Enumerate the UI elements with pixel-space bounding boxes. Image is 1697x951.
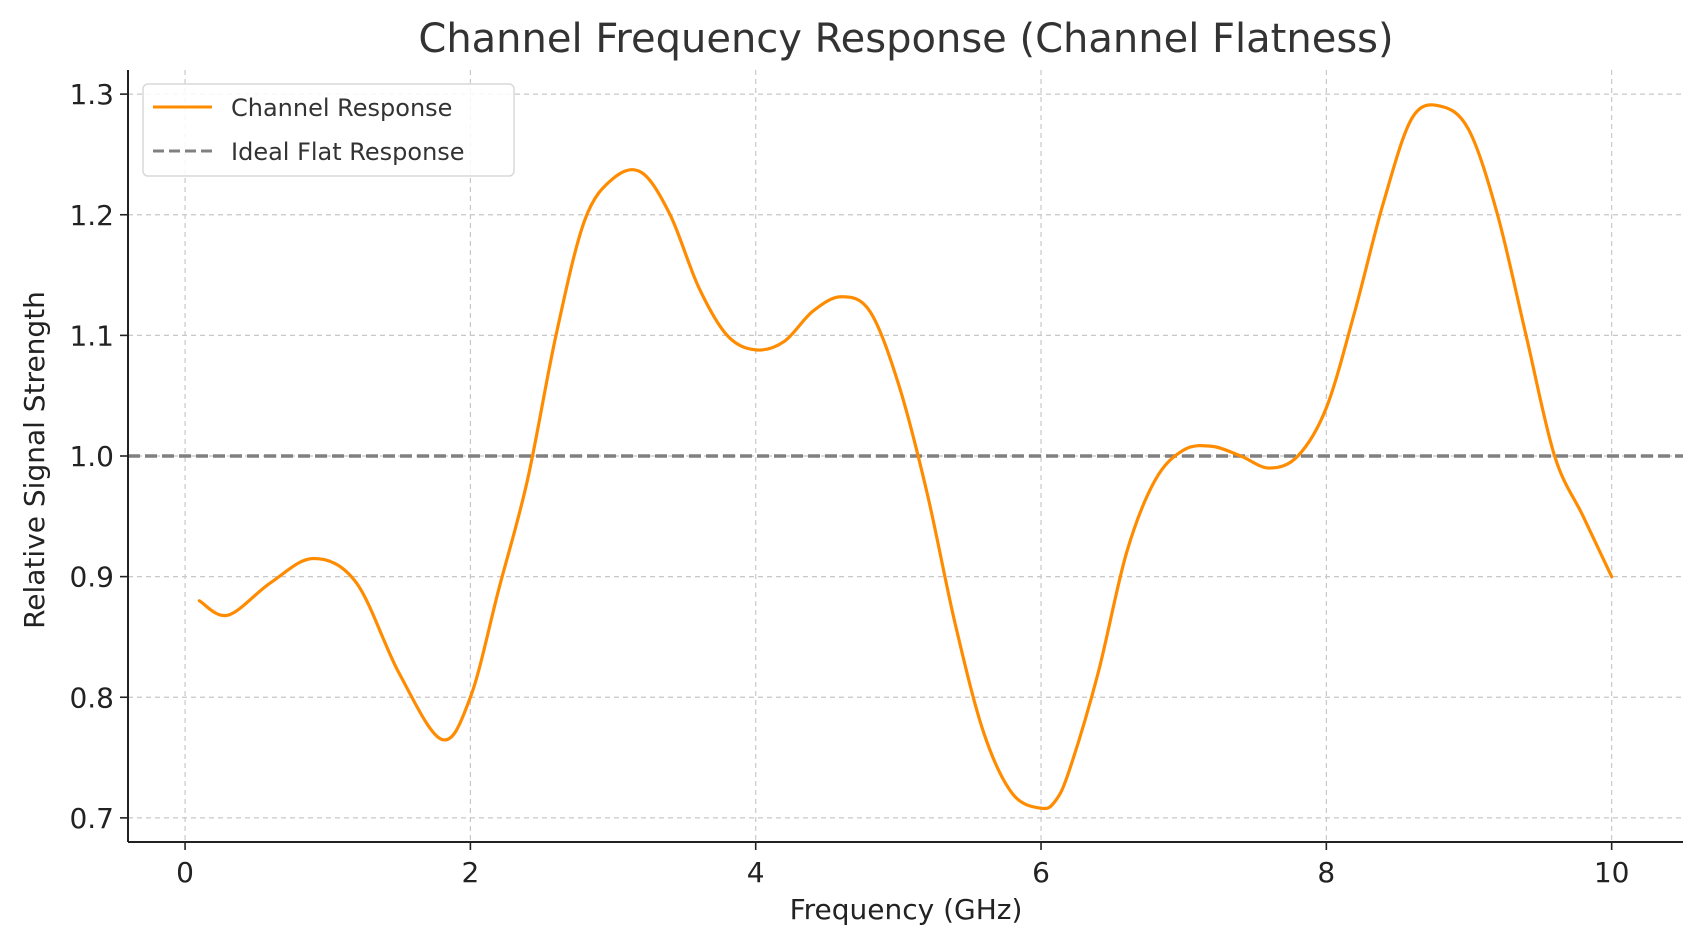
- legend-box: [142, 83, 515, 177]
- grid-layer: [128, 70, 1683, 842]
- y-tick-label-5: 1.2: [69, 199, 114, 232]
- y-axis-label: Relative Signal Strength: [18, 291, 51, 629]
- x-axis-label: Frequency (GHz): [790, 893, 1023, 926]
- legend: Channel Response Ideal Flat Response: [142, 83, 515, 177]
- ticks-layer: 0 2 4 6 8 10 0.7 0.8 0.9 1.0 1.1 1.2 1.3: [69, 78, 1629, 889]
- y-tick-label-1: 0.8: [69, 681, 114, 714]
- legend-label-ideal-flat-response: Ideal Flat Response: [231, 138, 465, 166]
- series-layer: [128, 103, 1683, 811]
- x-tick-label-3: 6: [1032, 856, 1050, 889]
- y-tick-label-0: 0.7: [69, 802, 114, 835]
- y-tick-label-6: 1.3: [69, 78, 114, 111]
- series-line-channel-response: [197, 103, 1614, 811]
- y-tick-label-2: 0.9: [69, 561, 114, 594]
- y-tick-label-4: 1.1: [69, 319, 114, 352]
- legend-label-channel-response: Channel Response: [231, 94, 452, 122]
- x-tick-label-1: 2: [461, 856, 479, 889]
- x-tick-label-2: 4: [747, 856, 765, 889]
- y-tick-label-3: 1.0: [69, 440, 114, 473]
- chart-title: Channel Frequency Response (Channel Flat…: [418, 16, 1393, 62]
- x-tick-label-0: 0: [176, 856, 194, 889]
- x-tick-label-5: 10: [1594, 856, 1630, 889]
- x-tick-label-4: 8: [1317, 856, 1335, 889]
